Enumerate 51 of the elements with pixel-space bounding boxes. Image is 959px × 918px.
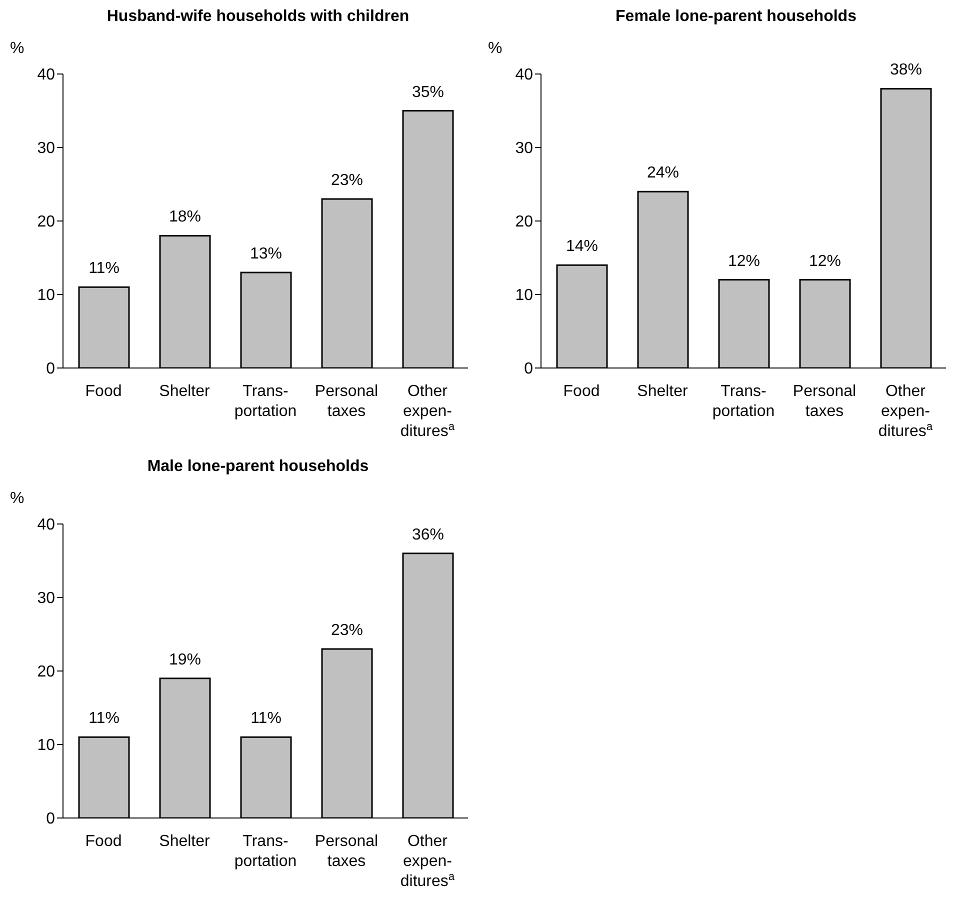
data-label: 14% [566, 238, 598, 256]
x-tick-label: Personal taxes [314, 383, 378, 420]
data-label: 19% [168, 651, 202, 668]
data-label: 23% [330, 172, 364, 189]
x-tick-label: Other expen- ditures$^{a}$ [878, 383, 934, 440]
data-label: 23% [330, 622, 364, 639]
data-label: 18% [168, 208, 202, 226]
y-tick-label: 40 [37, 516, 56, 534]
chart-title: Female lone-parent households [614, 8, 858, 26]
y-tick-label: 10 [37, 737, 56, 754]
data-label: 38% [890, 62, 922, 79]
y-axis-title: % [488, 40, 502, 58]
x-tick-label: Shelter [159, 383, 211, 400]
y-tick-label: 10 [37, 287, 56, 304]
y-tick-label: 20 [37, 214, 56, 231]
y-tick-label: 10 [515, 287, 534, 304]
y-tick-label: 30 [515, 140, 534, 158]
x-tick-label: Food [85, 833, 122, 850]
y-tick-label: 0 [524, 360, 534, 378]
y-tick-label: 0 [46, 810, 56, 828]
x-tick-label: Shelter [637, 383, 689, 400]
x-tick-label: Other expen- ditures$^{a}$ [400, 383, 456, 440]
chart-title: Male lone-parent households [146, 458, 370, 476]
y-tick-label: 30 [37, 140, 56, 158]
y-tick-label: 0 [46, 360, 56, 378]
y-axis-title: % [10, 40, 24, 58]
data-label: 11% [88, 710, 120, 728]
data-label: 11% [88, 260, 120, 278]
x-tick-label: Trans- portation [234, 833, 297, 870]
y-tick-label: 30 [37, 590, 56, 608]
y-tick-label: 20 [37, 664, 56, 681]
data-label: 13% [250, 245, 282, 262]
data-label: 12% [808, 252, 842, 270]
y-tick-label: 20 [515, 214, 534, 231]
data-label: 12% [728, 252, 760, 270]
x-tick-label: Food [85, 383, 122, 400]
x-tick-label: Food [563, 383, 600, 400]
chart-title: Husband-wife households with children [106, 8, 410, 26]
y-axis-title: % [10, 490, 24, 508]
data-label: 24% [646, 164, 680, 182]
data-label: 11% [250, 710, 282, 728]
x-tick-label: Personal taxes [792, 383, 856, 420]
data-label: 36% [412, 526, 444, 544]
data-label: 35% [412, 84, 444, 101]
y-tick-label: 40 [515, 66, 534, 84]
x-tick-label: Personal taxes [314, 833, 378, 870]
x-tick-label: Shelter [159, 833, 211, 850]
y-tick-label: 40 [37, 66, 56, 84]
x-tick-label: Trans- portation [712, 383, 775, 420]
x-tick-label: Other expen- ditures$^{a}$ [400, 833, 456, 890]
x-tick-label: Trans- portation [234, 383, 297, 420]
